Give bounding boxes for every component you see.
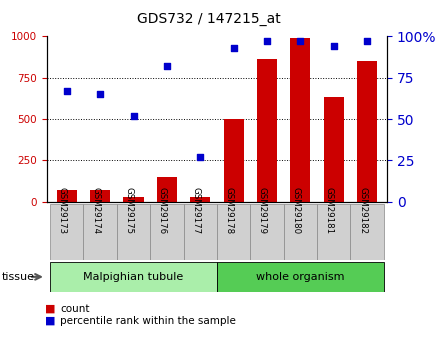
Bar — [184, 204, 217, 260]
Bar — [217, 204, 250, 260]
Text: tissue: tissue — [2, 272, 35, 282]
Point — [330, 43, 337, 49]
Text: count: count — [60, 304, 89, 314]
Bar — [324, 98, 344, 202]
Text: whole organism: whole organism — [256, 272, 344, 282]
Bar — [157, 177, 177, 202]
Text: GSM29182: GSM29182 — [358, 187, 367, 234]
Bar — [357, 61, 377, 202]
Bar — [250, 204, 284, 260]
Bar — [117, 204, 150, 260]
Text: GSM29173: GSM29173 — [58, 187, 67, 234]
Text: GSM29179: GSM29179 — [258, 187, 267, 234]
Bar — [217, 262, 384, 292]
Text: percentile rank within the sample: percentile rank within the sample — [60, 316, 236, 326]
Text: ■: ■ — [44, 304, 55, 314]
Text: GSM29175: GSM29175 — [125, 187, 134, 234]
Text: GSM29174: GSM29174 — [91, 187, 100, 234]
Text: GSM29177: GSM29177 — [191, 187, 200, 234]
Bar — [84, 204, 117, 260]
Bar — [317, 204, 351, 260]
Point — [263, 38, 271, 44]
Bar — [291, 38, 311, 202]
Point — [297, 38, 304, 44]
Bar — [257, 59, 277, 202]
Text: GSM29178: GSM29178 — [225, 187, 234, 234]
Bar — [57, 190, 77, 202]
Text: GSM29180: GSM29180 — [291, 187, 300, 234]
Bar — [224, 119, 244, 202]
Text: GSM29176: GSM29176 — [158, 187, 167, 234]
Bar — [284, 204, 317, 260]
Bar — [190, 197, 210, 202]
Point — [197, 154, 204, 160]
Bar — [50, 262, 217, 292]
Bar — [150, 204, 184, 260]
Text: ■: ■ — [44, 316, 55, 326]
Bar — [351, 204, 384, 260]
Point — [230, 45, 237, 51]
Text: Malpighian tubule: Malpighian tubule — [83, 272, 184, 282]
Bar — [124, 197, 143, 202]
Point — [97, 91, 104, 97]
Point — [130, 113, 137, 118]
Bar — [90, 190, 110, 202]
Point — [364, 38, 371, 44]
Text: GDS732 / 147215_at: GDS732 / 147215_at — [137, 12, 281, 26]
Point — [63, 88, 70, 93]
Bar — [50, 204, 84, 260]
Text: GSM29181: GSM29181 — [325, 187, 334, 234]
Point — [163, 63, 170, 69]
